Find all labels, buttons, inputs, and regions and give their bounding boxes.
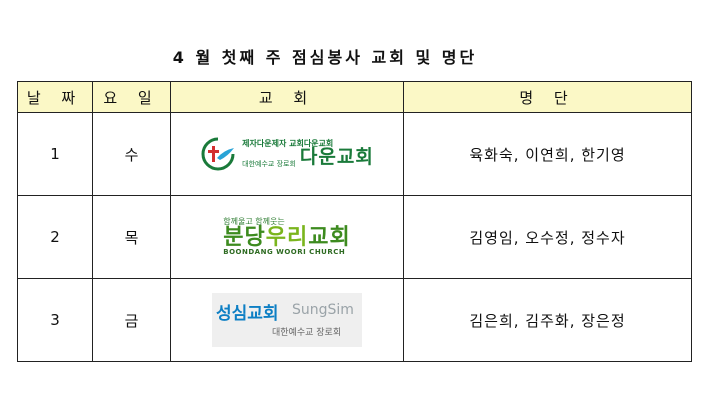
daun-church-logo: 제자다운제자 교회다운교회 대한예수교 장로회 다운교회: [200, 136, 374, 172]
header-names: 명 단: [403, 81, 692, 113]
day-cell: 목: [92, 195, 171, 279]
day-cell: 수: [92, 112, 171, 196]
daun-slogan: 제자다운제자 교회다운교회: [242, 138, 334, 148]
day-cell: 금: [92, 278, 171, 362]
sungsim-denomination: 대한예수교 장로회: [272, 328, 342, 338]
sungsim-english-name: SungSim: [292, 302, 354, 318]
date-cell: 2: [17, 195, 93, 279]
volunteer-names: 김은희, 김주화, 장은정: [403, 278, 692, 362]
table-row: 1 수 제자다운제자 교회다운교회 대한예수교: [17, 112, 692, 196]
table-row: 3 금 성심교회 SungSim 대한예수교 장로회 김은희, 김주화, 장은정: [17, 278, 692, 362]
woori-church-logo: 함께울고 함께웃는 분당우리교회 BOONDANG WOORI CHURCH: [223, 216, 350, 257]
volunteer-names: 김영임, 오수정, 정수자: [403, 195, 692, 279]
date-cell: 3: [17, 278, 93, 362]
daun-denomination: 대한예수교 장로회: [242, 159, 296, 168]
table-row: 2 목 함께울고 함께웃는 분당우리교회 BOONDANG WOORI CHUR…: [17, 195, 692, 279]
document-title: 4 월 첫째 주 점심봉사 교회 및 명단: [172, 48, 478, 67]
schedule-table: 날 짜 요 일 교 회 명 단 1 수: [17, 81, 692, 362]
woori-english-name: BOONDANG WOORI CHURCH: [223, 248, 346, 257]
volunteer-names: 육화숙, 이연희, 한기영: [403, 112, 692, 196]
header-church: 교 회: [170, 81, 404, 113]
table-header-row: 날 짜 요 일 교 회 명 단: [17, 81, 692, 113]
header-date: 날 짜: [17, 81, 93, 113]
header-day: 요 일: [92, 81, 171, 113]
woori-name-part: 교회: [308, 224, 351, 250]
church-logo-cell: 함께울고 함께웃는 분당우리교회 BOONDANG WOORI CHURCH: [170, 195, 404, 279]
date-cell: 1: [17, 112, 93, 196]
woori-name-part: 분당: [223, 224, 266, 250]
woori-church-name: 분당우리교회: [223, 226, 350, 249]
church-logo-cell: 제자다운제자 교회다운교회 대한예수교 장로회 다운교회: [170, 112, 404, 196]
church-logo-cell: 성심교회 SungSim 대한예수교 장로회: [170, 278, 404, 362]
daun-church-name: 다운교회: [299, 146, 374, 169]
woori-name-accent: 우리: [265, 224, 309, 250]
cross-dove-icon: [201, 137, 235, 171]
sungsim-church-name: 성심교회: [216, 304, 279, 324]
sungsim-church-logo: 성심교회 SungSim 대한예수교 장로회: [212, 293, 362, 347]
woori-tagline: 함께울고 함께웃는: [223, 216, 285, 226]
